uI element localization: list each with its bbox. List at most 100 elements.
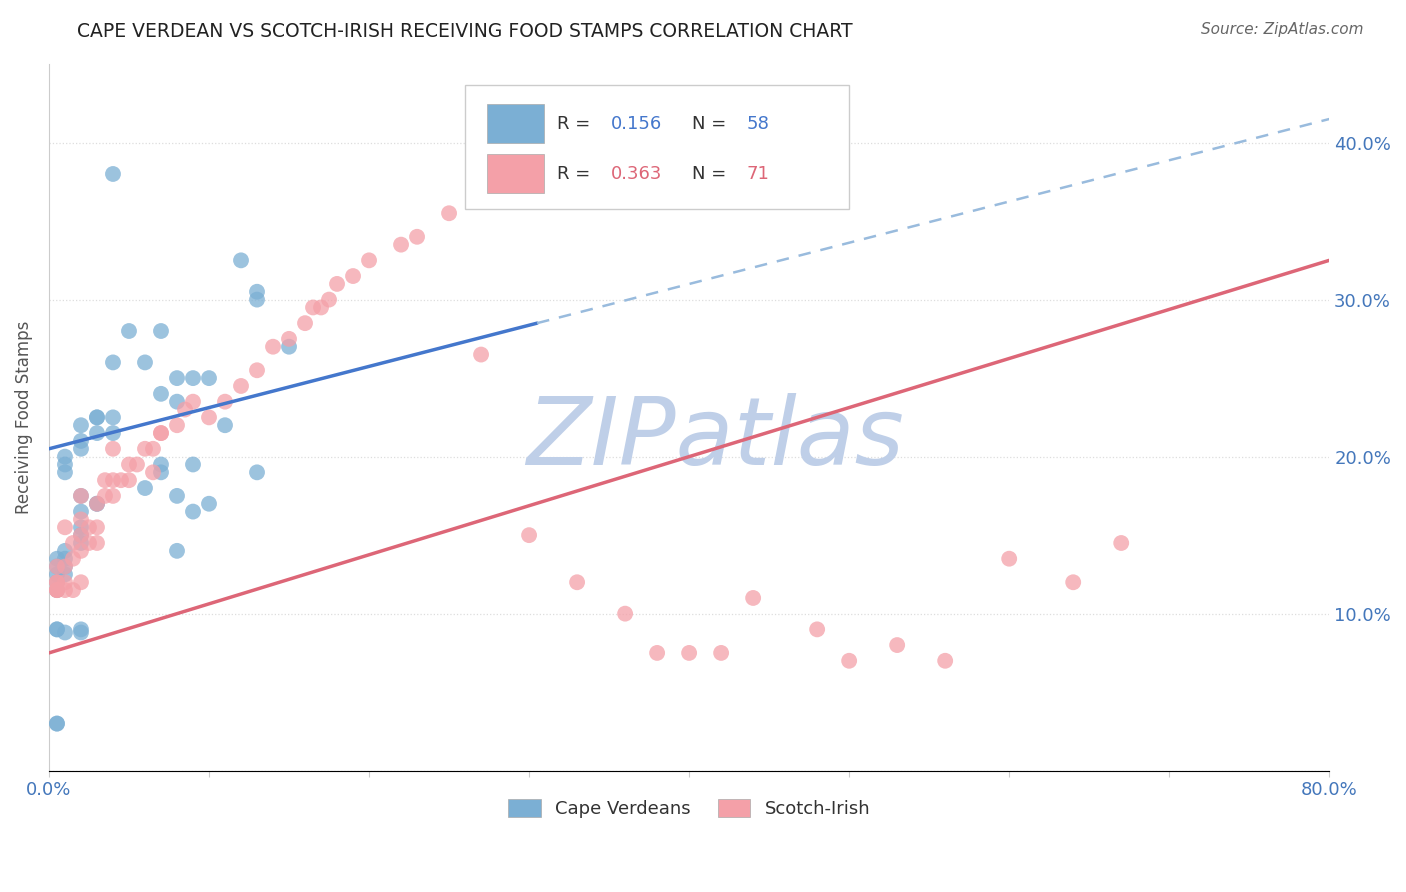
Point xyxy=(118,473,141,487)
Point xyxy=(886,638,908,652)
FancyBboxPatch shape xyxy=(465,86,849,209)
Legend: Cape Verdeans, Scotch-Irish: Cape Verdeans, Scotch-Irish xyxy=(501,791,877,825)
Point xyxy=(246,293,269,307)
Point xyxy=(166,489,188,503)
Point xyxy=(437,206,460,220)
Point xyxy=(86,497,108,511)
Point xyxy=(150,426,173,441)
Point xyxy=(70,536,93,550)
Point xyxy=(302,301,325,315)
Point xyxy=(142,466,165,480)
Point xyxy=(470,347,492,361)
Point xyxy=(46,583,69,598)
Point xyxy=(742,591,765,605)
Point xyxy=(46,623,69,637)
Point xyxy=(53,450,76,464)
Point xyxy=(53,583,76,598)
Point xyxy=(70,489,93,503)
Text: R =: R = xyxy=(557,165,596,183)
Point xyxy=(77,536,100,550)
Point xyxy=(645,646,668,660)
Point xyxy=(101,410,124,425)
Text: CAPE VERDEAN VS SCOTCH-IRISH RECEIVING FOOD STAMPS CORRELATION CHART: CAPE VERDEAN VS SCOTCH-IRISH RECEIVING F… xyxy=(77,22,853,41)
Point xyxy=(86,410,108,425)
Point xyxy=(517,528,540,542)
Point xyxy=(246,466,269,480)
FancyBboxPatch shape xyxy=(486,153,544,193)
FancyBboxPatch shape xyxy=(486,104,544,144)
Point xyxy=(62,583,84,598)
Point xyxy=(181,371,204,385)
Point xyxy=(46,583,69,598)
Text: ZIPatlas: ZIPatlas xyxy=(526,393,904,484)
Point xyxy=(181,458,204,472)
Text: 0.363: 0.363 xyxy=(612,165,662,183)
Point xyxy=(101,473,124,487)
Point xyxy=(309,301,332,315)
Point xyxy=(998,551,1021,566)
Point xyxy=(46,575,69,590)
Point xyxy=(46,567,69,582)
Text: 0.156: 0.156 xyxy=(612,115,662,133)
Point xyxy=(150,458,173,472)
Point xyxy=(198,371,221,385)
Point xyxy=(1062,575,1084,590)
Point xyxy=(70,528,93,542)
Point xyxy=(101,355,124,369)
Point xyxy=(678,646,700,660)
Point xyxy=(101,167,124,181)
Point xyxy=(838,654,860,668)
Point xyxy=(70,512,93,526)
Point xyxy=(70,505,93,519)
Point xyxy=(134,442,156,456)
Point xyxy=(70,520,93,534)
Point xyxy=(150,466,173,480)
Point xyxy=(406,229,429,244)
Point xyxy=(118,458,141,472)
Point xyxy=(214,394,236,409)
Text: N =: N = xyxy=(692,165,731,183)
Point xyxy=(101,442,124,456)
Point xyxy=(70,575,93,590)
Y-axis label: Receiving Food Stamps: Receiving Food Stamps xyxy=(15,321,32,514)
Point xyxy=(70,623,93,637)
Point xyxy=(389,237,412,252)
Point xyxy=(142,442,165,456)
Point xyxy=(46,623,69,637)
Text: 71: 71 xyxy=(747,165,769,183)
Point xyxy=(110,473,132,487)
Point xyxy=(70,418,93,433)
Point xyxy=(46,716,69,731)
Point xyxy=(62,536,84,550)
Point xyxy=(53,575,76,590)
Point xyxy=(53,520,76,534)
Point xyxy=(229,253,252,268)
Text: 58: 58 xyxy=(747,115,769,133)
Point xyxy=(86,497,108,511)
Point xyxy=(53,544,76,558)
Point xyxy=(101,426,124,441)
Text: N =: N = xyxy=(692,115,731,133)
Point xyxy=(174,402,197,417)
Point xyxy=(166,544,188,558)
Point xyxy=(46,716,69,731)
Point xyxy=(198,497,221,511)
Point xyxy=(150,426,173,441)
Point xyxy=(46,583,69,598)
Point xyxy=(46,575,69,590)
Point xyxy=(166,371,188,385)
Point xyxy=(70,434,93,448)
Point xyxy=(326,277,349,291)
Point xyxy=(134,355,156,369)
Point xyxy=(229,379,252,393)
Point xyxy=(53,559,76,574)
Point xyxy=(53,458,76,472)
Point xyxy=(70,528,93,542)
Point xyxy=(181,505,204,519)
Point xyxy=(125,458,148,472)
Point xyxy=(46,583,69,598)
Point xyxy=(710,646,733,660)
Point xyxy=(53,625,76,640)
Point xyxy=(94,473,117,487)
Point xyxy=(86,410,108,425)
